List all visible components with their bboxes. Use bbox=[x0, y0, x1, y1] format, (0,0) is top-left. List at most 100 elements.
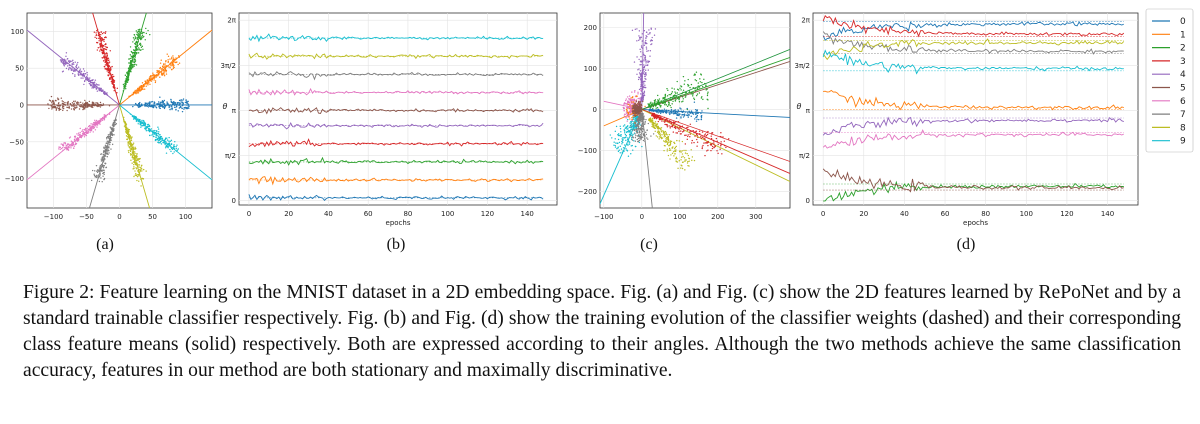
scatter-point bbox=[692, 129, 694, 132]
scatter-point bbox=[137, 35, 140, 37]
scatter-point bbox=[87, 128, 89, 131]
scatter-point bbox=[101, 156, 103, 159]
scatter-point bbox=[165, 141, 167, 143]
scatter-point bbox=[634, 145, 637, 148]
scatter-point bbox=[59, 108, 62, 111]
scatter-point bbox=[67, 106, 69, 109]
scatter-point bbox=[686, 138, 688, 141]
scatter-point bbox=[631, 144, 633, 147]
scatter-point bbox=[106, 60, 108, 62]
scatter-point bbox=[102, 164, 104, 167]
scatter-point bbox=[69, 136, 72, 138]
scatter-point bbox=[132, 148, 135, 151]
series-7-points bbox=[90, 118, 118, 183]
scatter-point bbox=[136, 154, 138, 156]
scatter-point bbox=[166, 137, 168, 139]
scatter-point bbox=[701, 146, 704, 148]
plot-c-ytick-label: 200 bbox=[584, 24, 597, 32]
scatter-point bbox=[63, 142, 65, 144]
scatter-point bbox=[640, 60, 643, 62]
scatter-point bbox=[639, 48, 641, 51]
scatter-point bbox=[641, 130, 644, 133]
scatter-point bbox=[157, 138, 159, 140]
scatter-point bbox=[639, 38, 641, 40]
scatter-point bbox=[643, 138, 646, 140]
scatter-point bbox=[650, 109, 653, 112]
scatter-point bbox=[130, 148, 132, 150]
scatter-point bbox=[113, 121, 115, 124]
plot-b-xtick-label: 140 bbox=[521, 210, 534, 218]
scatter-point bbox=[104, 58, 106, 61]
scatter-point bbox=[104, 162, 106, 164]
scatter-point bbox=[703, 142, 705, 144]
scatter-point bbox=[673, 97, 675, 99]
scatter-point bbox=[690, 83, 693, 86]
scatter-point bbox=[633, 110, 636, 112]
scatter-point bbox=[687, 84, 690, 87]
series-0-points bbox=[648, 101, 703, 122]
scatter-point bbox=[114, 121, 116, 124]
scatter-point bbox=[667, 139, 670, 141]
scatter-point bbox=[62, 144, 65, 146]
scatter-point bbox=[701, 96, 703, 98]
scatter-point bbox=[53, 101, 55, 103]
scatter-point bbox=[163, 139, 166, 142]
scatter-point bbox=[106, 58, 108, 61]
scatter-point bbox=[665, 104, 668, 106]
scatter-point bbox=[106, 61, 109, 64]
scatter-point bbox=[138, 43, 141, 45]
scatter-point bbox=[673, 112, 676, 115]
scatter-point bbox=[148, 103, 151, 105]
scatter-point bbox=[660, 106, 662, 108]
scatter-point bbox=[96, 169, 99, 171]
scatter-point bbox=[131, 151, 134, 153]
scatter-point bbox=[630, 123, 633, 125]
scatter-point bbox=[700, 137, 703, 140]
scatter-point bbox=[139, 32, 142, 34]
scatter-point bbox=[154, 74, 156, 77]
scatter-point bbox=[175, 109, 177, 111]
scatter-point bbox=[58, 107, 61, 109]
scatter-point bbox=[639, 101, 642, 103]
scatter-point bbox=[68, 64, 71, 67]
scatter-point bbox=[693, 74, 695, 76]
scatter-point bbox=[660, 101, 662, 103]
scatter-point bbox=[104, 64, 107, 66]
scatter-point bbox=[150, 101, 152, 103]
scatter-point bbox=[645, 60, 647, 62]
scatter-point bbox=[624, 133, 627, 136]
scatter-point bbox=[105, 166, 108, 169]
scatter-point bbox=[644, 58, 646, 61]
scatter-point bbox=[168, 143, 171, 145]
scatter-point bbox=[651, 119, 654, 121]
scatter-point bbox=[701, 136, 704, 139]
plot-d-xtick-label: 40 bbox=[900, 210, 909, 218]
scatter-point bbox=[61, 100, 63, 102]
scatter-point bbox=[82, 129, 84, 131]
scatter-point bbox=[98, 40, 100, 42]
scatter-point bbox=[637, 78, 640, 81]
scatter-point bbox=[158, 139, 160, 142]
scatter-point bbox=[635, 110, 638, 113]
series-4-feature-mean bbox=[822, 116, 1124, 136]
scatter-point bbox=[647, 60, 649, 62]
scatter-point bbox=[128, 129, 131, 131]
scatter-point bbox=[670, 94, 672, 96]
scatter-point bbox=[666, 150, 668, 152]
scatter-point bbox=[79, 68, 81, 70]
scatter-point bbox=[634, 122, 637, 125]
scatter-point bbox=[100, 90, 102, 92]
scatter-point bbox=[654, 122, 656, 125]
scatter-point bbox=[98, 88, 100, 90]
scatter-point bbox=[68, 68, 70, 71]
scatter-point bbox=[645, 118, 647, 121]
scatter-point bbox=[89, 80, 91, 83]
scatter-point bbox=[680, 130, 682, 132]
scatter-point bbox=[70, 144, 73, 146]
scatter-point bbox=[634, 115, 636, 117]
scatter-point bbox=[714, 145, 716, 148]
scatter-point bbox=[132, 60, 134, 62]
scatter-point bbox=[114, 88, 116, 90]
scatter-point bbox=[688, 91, 690, 94]
series-5-weight-line bbox=[641, 60, 790, 110]
